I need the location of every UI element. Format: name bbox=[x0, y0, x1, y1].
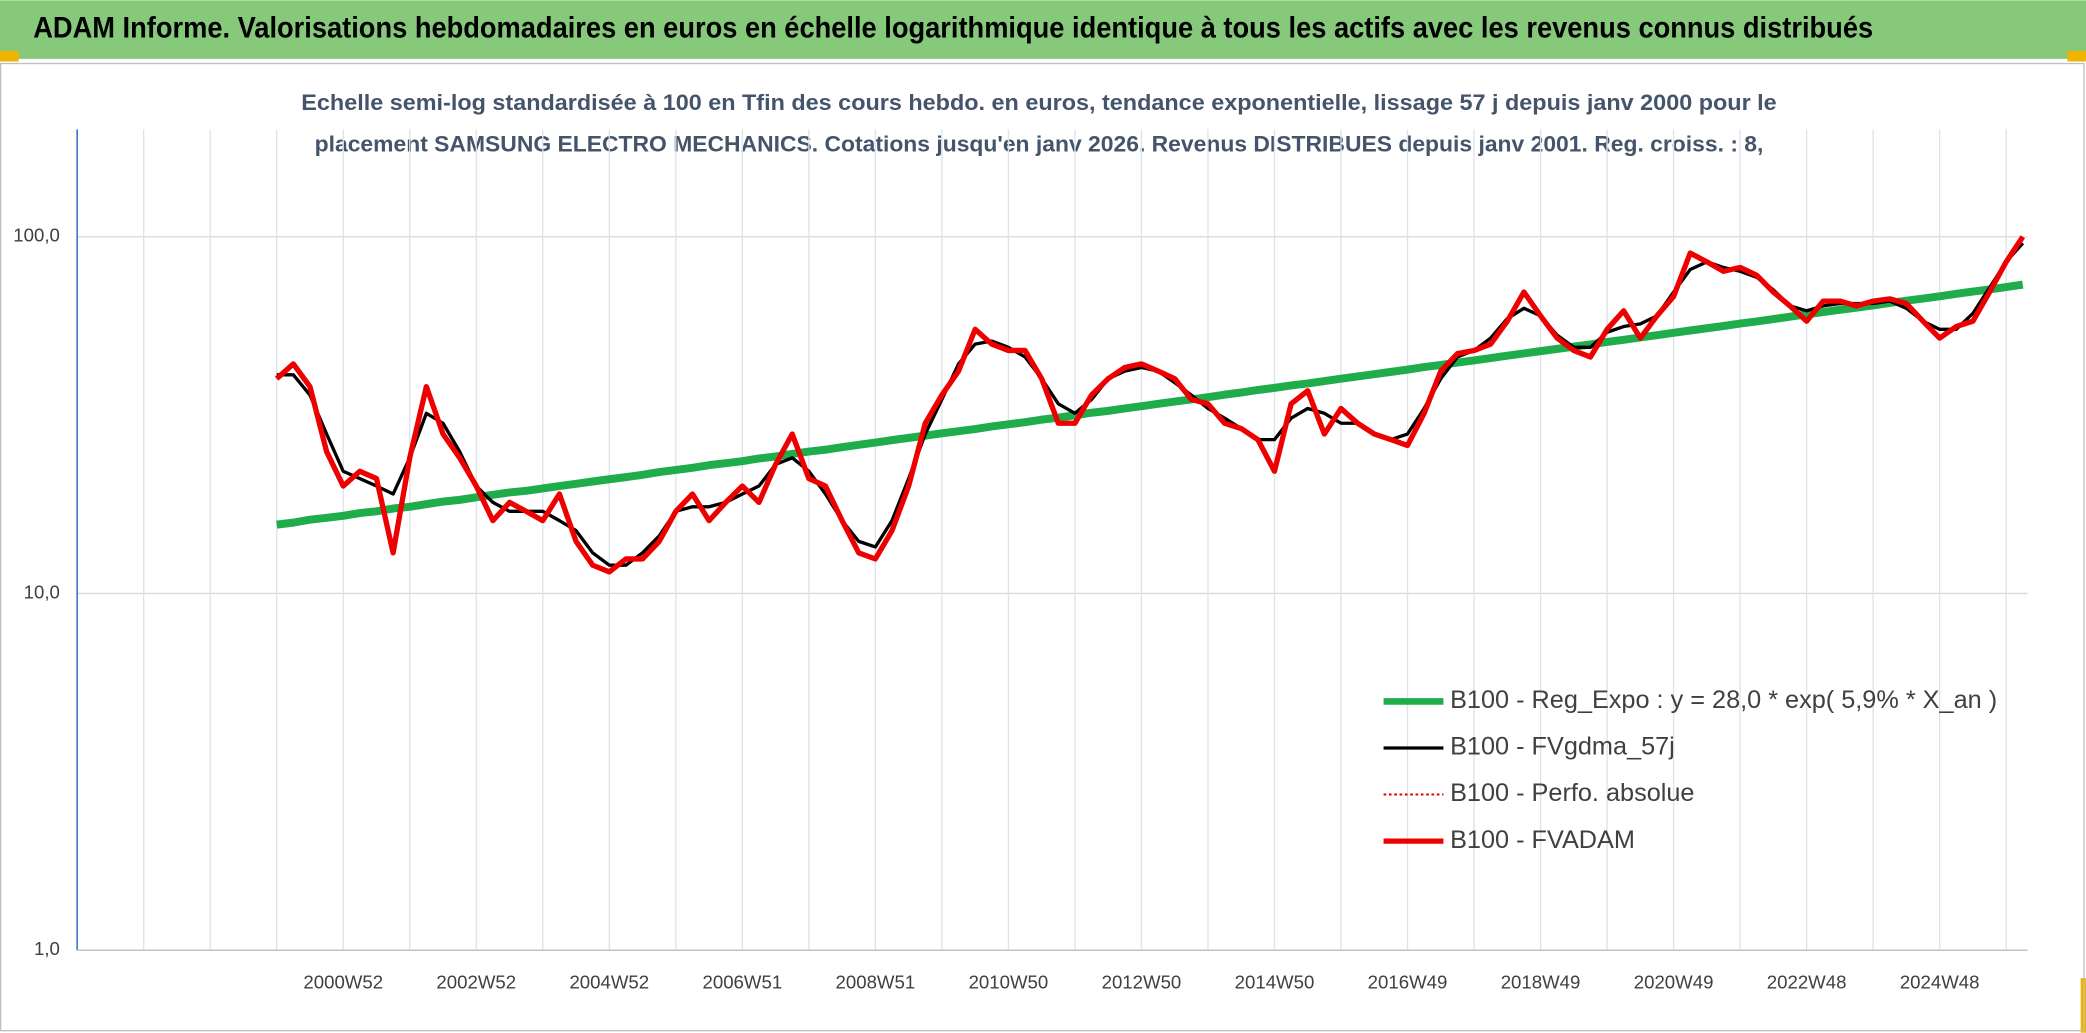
x-tick-label: 2020W49 bbox=[1634, 971, 1714, 992]
series-line bbox=[274, 235, 2026, 575]
corner-mark bbox=[2067, 50, 2086, 62]
legend-label: B100 - Perfo. absolue bbox=[1450, 779, 1694, 807]
y-tick-label: 10,0 bbox=[24, 581, 60, 602]
x-tick-label: 2022W48 bbox=[1767, 971, 1847, 992]
y-tick-label: 1,0 bbox=[34, 938, 60, 959]
x-tick-label: 2018W49 bbox=[1501, 971, 1581, 992]
x-tick-label: 2012W50 bbox=[1102, 971, 1182, 992]
corner-mark bbox=[0, 50, 19, 62]
legend-label: B100 - Reg_Expo : y = 28,0 * exp( 5,9% *… bbox=[1450, 686, 1997, 714]
series-line bbox=[276, 280, 2024, 529]
x-tick-label: 2024W48 bbox=[1900, 971, 1980, 992]
chart-subtitle: Echelle semi-log standardisée à 100 en T… bbox=[301, 90, 1776, 115]
x-tick-label: 2008W51 bbox=[836, 971, 916, 992]
legend-label: B100 - FVgdma_57j bbox=[1450, 733, 1675, 761]
legend-label: B100 - FVADAM bbox=[1450, 826, 1635, 854]
plot-lines bbox=[274, 235, 2026, 575]
x-tick-label: 2010W50 bbox=[969, 971, 1049, 992]
x-tick-label: 2000W52 bbox=[303, 971, 383, 992]
chart-subtitle: placement SAMSUNG ELECTRO MECHANICS. Cot… bbox=[315, 131, 1764, 156]
grid: 1,0 10,0 100,0 2000W52 2002W52 2004W52 2006W51… bbox=[13, 129, 2028, 992]
x-tick-label: 2014W50 bbox=[1235, 971, 1315, 992]
legend: B100 - Reg_Expo : y = 28,0 * exp( 5,9% *… bbox=[1383, 686, 1997, 854]
y-tick-label: 100,0 bbox=[13, 225, 60, 246]
header-bar bbox=[0, 0, 2086, 59]
x-tick-label: 2016W49 bbox=[1368, 971, 1448, 992]
x-tick-label: 2004W52 bbox=[569, 971, 649, 992]
x-tick-label: 2006W51 bbox=[703, 971, 783, 992]
chart-border bbox=[0, 62, 2085, 1032]
chart-title: ADAM Informe. Valorisations hebdomadaire… bbox=[33, 12, 1873, 44]
x-tick-label: 2002W52 bbox=[436, 971, 516, 992]
